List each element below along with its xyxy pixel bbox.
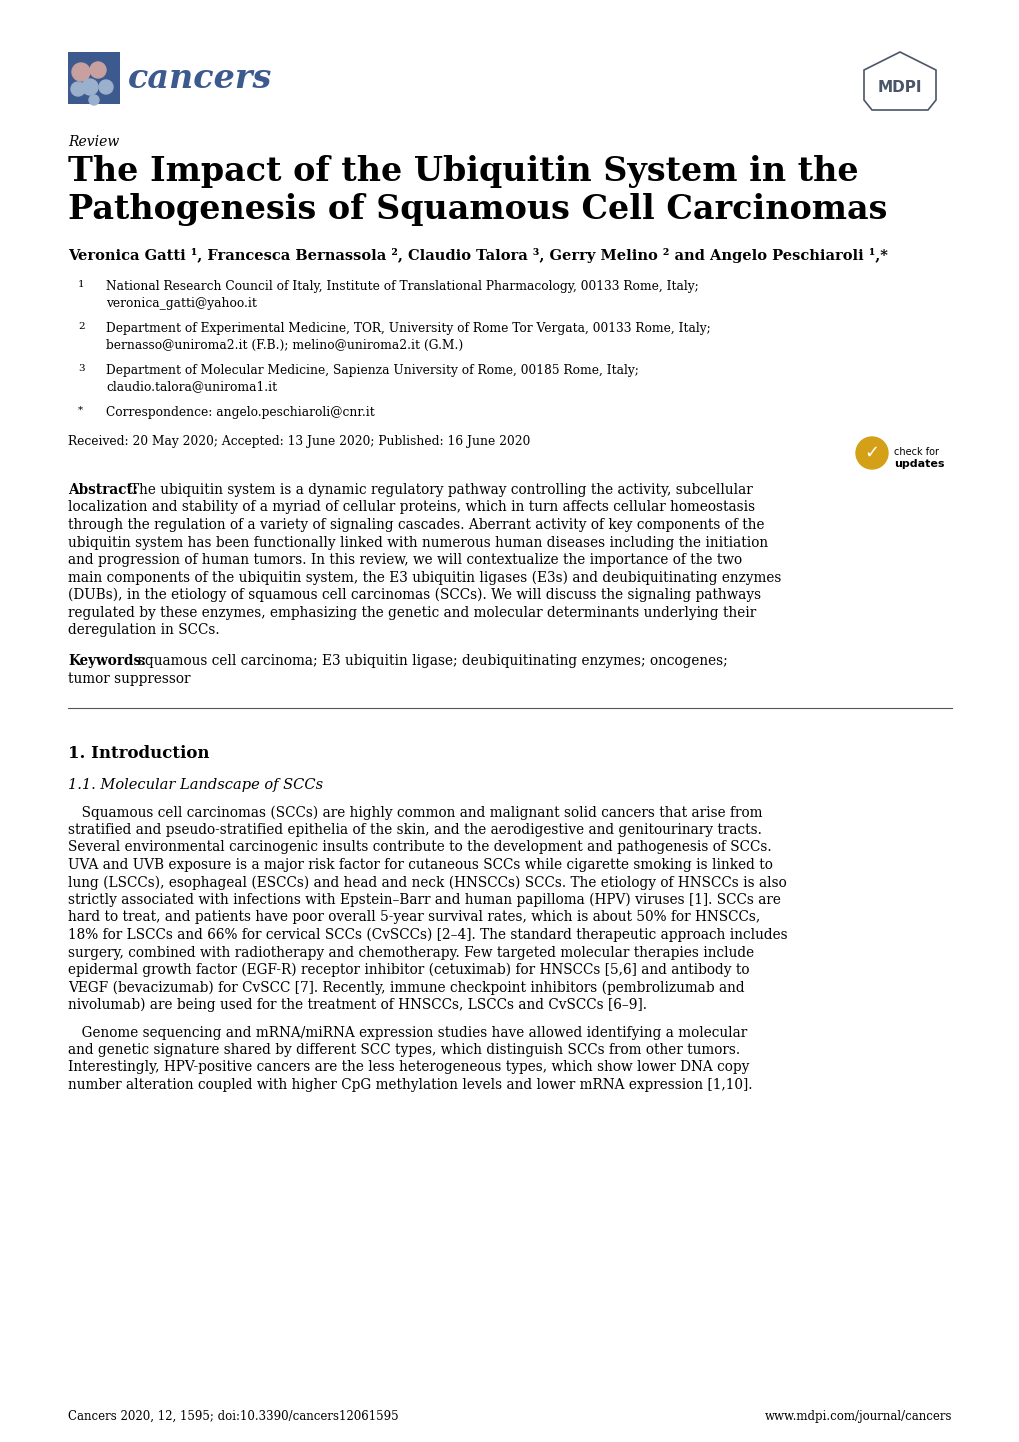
Text: through the regulation of a variety of signaling cascades. Aberrant activity of : through the regulation of a variety of s… [68, 518, 764, 532]
Text: UVA and UVB exposure is a major risk factor for cutaneous SCCs while cigarette s: UVA and UVB exposure is a major risk fac… [68, 858, 772, 872]
Text: Received: 20 May 2020; Accepted: 13 June 2020; Published: 16 June 2020: Received: 20 May 2020; Accepted: 13 June… [68, 435, 530, 448]
Text: Review: Review [68, 136, 119, 149]
Text: Correspondence: angelo.peschiaroli@cnr.it: Correspondence: angelo.peschiaroli@cnr.i… [106, 407, 374, 420]
Text: www.mdpi.com/journal/cancers: www.mdpi.com/journal/cancers [764, 1410, 951, 1423]
Text: Interestingly, HPV-positive cancers are the less heterogeneous types, which show: Interestingly, HPV-positive cancers are … [68, 1060, 749, 1074]
Text: 1: 1 [77, 280, 85, 288]
Text: lung (LSCCs), esophageal (ESCCs) and head and neck (HNSCCs) SCCs. The etiology o: lung (LSCCs), esophageal (ESCCs) and hea… [68, 875, 786, 890]
Text: strictly associated with infections with Epstein–Barr and human papilloma (HPV) : strictly associated with infections with… [68, 893, 781, 907]
Text: surgery, combined with radiotherapy and chemotherapy. Few targeted molecular the: surgery, combined with radiotherapy and … [68, 946, 753, 959]
Circle shape [99, 79, 113, 94]
Text: Department of Experimental Medicine, TOR, University of Rome Tor Vergata, 00133 : Department of Experimental Medicine, TOR… [106, 322, 710, 352]
Text: squamous cell carcinoma; E3 ubiquitin ligase; deubiquitinating enzymes; oncogene: squamous cell carcinoma; E3 ubiquitin li… [138, 655, 727, 669]
Text: tumor suppressor: tumor suppressor [68, 672, 191, 686]
Text: (DUBs), in the etiology of squamous cell carcinomas (SCCs). We will discuss the : (DUBs), in the etiology of squamous cell… [68, 588, 760, 603]
Text: main components of the ubiquitin system, the E3 ubiquitin ligases (E3s) and deub: main components of the ubiquitin system,… [68, 571, 781, 585]
FancyBboxPatch shape [68, 52, 120, 104]
Text: 1.1. Molecular Landscape of SCCs: 1.1. Molecular Landscape of SCCs [68, 777, 323, 792]
Text: nivolumab) are being used for the treatment of HNSCCs, LSCCs and CvSCCs [6–9].: nivolumab) are being used for the treatm… [68, 998, 646, 1012]
Text: updates: updates [893, 459, 944, 469]
Text: stratified and pseudo-stratified epithelia of the skin, and the aerodigestive an: stratified and pseudo-stratified epithel… [68, 823, 761, 836]
Circle shape [855, 437, 888, 469]
Text: Cancers 2020, 12, 1595; doi:10.3390/cancers12061595: Cancers 2020, 12, 1595; doi:10.3390/canc… [68, 1410, 398, 1423]
Text: The ubiquitin system is a dynamic regulatory pathway controlling the activity, s: The ubiquitin system is a dynamic regula… [129, 483, 752, 497]
Text: epidermal growth factor (EGF-R) receptor inhibitor (cetuximab) for HNSCCs [5,6] : epidermal growth factor (EGF-R) receptor… [68, 963, 749, 978]
Polygon shape [863, 52, 935, 110]
Circle shape [71, 82, 85, 97]
Text: regulated by these enzymes, emphasizing the genetic and molecular determinants u: regulated by these enzymes, emphasizing … [68, 606, 755, 620]
Text: and progression of human tumors. In this review, we will contextualize the impor: and progression of human tumors. In this… [68, 552, 742, 567]
Text: hard to treat, and patients have poor overall 5-year survival rates, which is ab: hard to treat, and patients have poor ov… [68, 910, 759, 924]
Text: Abstract:: Abstract: [68, 483, 138, 497]
Text: Several environmental carcinogenic insults contribute to the development and pat: Several environmental carcinogenic insul… [68, 841, 770, 855]
Text: Genome sequencing and mRNA/miRNA expression studies have allowed identifying a m: Genome sequencing and mRNA/miRNA express… [68, 1025, 747, 1040]
Text: VEGF (bevacizumab) for CvSCC [7]. Recently, immune checkpoint inhibitors (pembro: VEGF (bevacizumab) for CvSCC [7]. Recent… [68, 981, 744, 995]
Circle shape [82, 79, 98, 95]
Text: check for: check for [893, 447, 938, 457]
Circle shape [90, 62, 106, 78]
Text: 3: 3 [77, 363, 85, 373]
Text: cancers: cancers [127, 62, 272, 95]
Text: ✓: ✓ [863, 444, 878, 461]
Circle shape [89, 95, 99, 105]
Text: The Impact of the Ubiquitin System in the
Pathogenesis of Squamous Cell Carcinom: The Impact of the Ubiquitin System in th… [68, 154, 887, 226]
Text: National Research Council of Italy, Institute of Translational Pharmacology, 001: National Research Council of Italy, Inst… [106, 280, 698, 310]
Text: Squamous cell carcinomas (SCCs) are highly common and malignant solid cancers th: Squamous cell carcinomas (SCCs) are high… [68, 806, 762, 820]
Text: ubiquitin system has been functionally linked with numerous human diseases inclu: ubiquitin system has been functionally l… [68, 535, 767, 549]
Circle shape [72, 63, 90, 81]
Text: 18% for LSCCs and 66% for cervical SCCs (CvSCCs) [2–4]. The standard therapeutic: 18% for LSCCs and 66% for cervical SCCs … [68, 929, 787, 943]
Text: Department of Molecular Medicine, Sapienza University of Rome, 00185 Rome, Italy: Department of Molecular Medicine, Sapien… [106, 363, 638, 394]
Text: and genetic signature shared by different SCC types, which distinguish SCCs from: and genetic signature shared by differen… [68, 1043, 740, 1057]
Text: Veronica Gatti ¹, Francesca Bernassola ², Claudio Talora ³, Gerry Melino ² and A: Veronica Gatti ¹, Francesca Bernassola ²… [68, 248, 887, 262]
Text: number alteration coupled with higher CpG methylation levels and lower mRNA expr: number alteration coupled with higher Cp… [68, 1079, 752, 1092]
Text: 1. Introduction: 1. Introduction [68, 746, 209, 763]
Text: Keywords:: Keywords: [68, 655, 146, 669]
Text: *: * [77, 407, 83, 415]
Text: MDPI: MDPI [877, 79, 921, 95]
Text: deregulation in SCCs.: deregulation in SCCs. [68, 623, 219, 637]
Text: 2: 2 [77, 322, 85, 332]
Text: localization and stability of a myriad of cellular proteins, which in turn affec: localization and stability of a myriad o… [68, 500, 754, 515]
